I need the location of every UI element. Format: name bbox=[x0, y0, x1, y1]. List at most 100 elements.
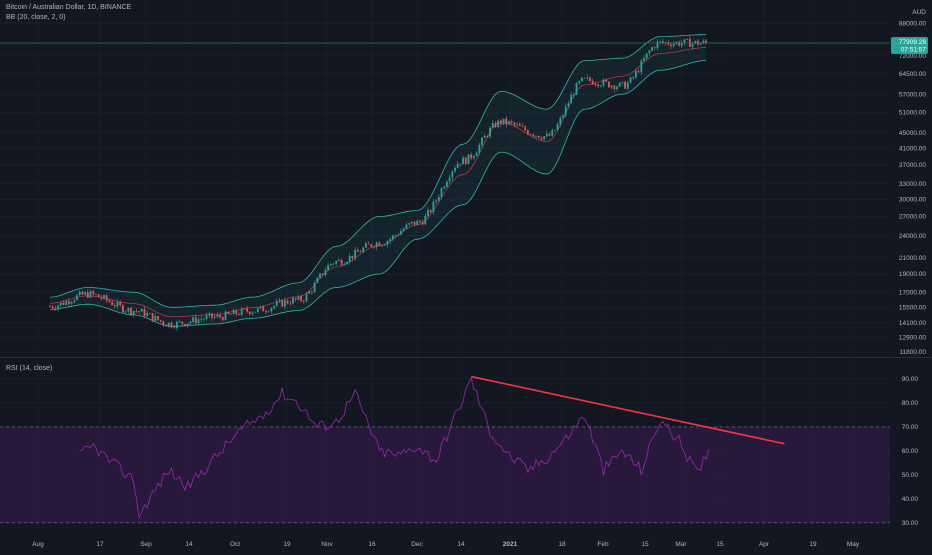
rsi-legend[interactable]: RSI (14, close) bbox=[6, 365, 53, 372]
candle-body bbox=[319, 273, 321, 278]
candle-body bbox=[116, 302, 119, 307]
candle-body bbox=[643, 58, 645, 61]
candle-body bbox=[624, 81, 626, 89]
candle-body bbox=[683, 39, 686, 44]
price-tick-label: 88000.00 bbox=[899, 20, 926, 27]
candle-body bbox=[124, 311, 127, 313]
candle-body bbox=[629, 77, 632, 83]
rsi-tick-label: 70.00 bbox=[902, 424, 919, 431]
candle-body bbox=[273, 305, 275, 308]
candle-body bbox=[178, 321, 181, 323]
candle-body bbox=[205, 315, 208, 319]
candle-body bbox=[456, 163, 459, 168]
candle-body bbox=[427, 210, 429, 216]
candle-body bbox=[262, 306, 265, 312]
candle-body bbox=[251, 312, 254, 315]
time-axis[interactable]: Aug 17 Sep 14 Oct 19 Nov 16 Dec 14 2021 18 Feb 15 Mar 1… bbox=[32, 541, 860, 548]
candle-body bbox=[219, 315, 221, 318]
candle-body bbox=[583, 77, 586, 79]
candle-body bbox=[529, 134, 532, 135]
candle-body bbox=[235, 310, 238, 315]
candle-body bbox=[197, 319, 200, 324]
candle-body bbox=[68, 301, 70, 304]
symbol-legend[interactable]: Bitcoin / Australian Dollar, 1D, BINANCE bbox=[6, 4, 132, 11]
candle-body bbox=[489, 127, 491, 137]
candle-body bbox=[478, 144, 481, 153]
candle-body bbox=[508, 121, 510, 125]
candle-body bbox=[597, 84, 599, 87]
candle-body bbox=[186, 323, 189, 326]
candle-body bbox=[483, 135, 486, 138]
candle-body bbox=[432, 201, 435, 212]
candle-body bbox=[297, 296, 300, 300]
candle-body bbox=[275, 301, 278, 306]
candle-body bbox=[556, 124, 559, 131]
price-tick-label: 21000.00 bbox=[899, 255, 926, 262]
candle-body bbox=[316, 277, 319, 283]
candle-body bbox=[408, 223, 410, 225]
candle-body bbox=[105, 295, 108, 301]
candle-body bbox=[562, 115, 564, 118]
candle-body bbox=[537, 135, 540, 139]
candle-body bbox=[475, 152, 478, 157]
candle-body bbox=[591, 80, 594, 85]
candle-body bbox=[578, 81, 581, 84]
candle-body bbox=[402, 228, 405, 231]
candle-body bbox=[467, 154, 470, 164]
candle-body bbox=[551, 130, 554, 136]
time-tick-label: 15 bbox=[641, 541, 649, 548]
candle-body bbox=[413, 221, 416, 225]
candle-body bbox=[332, 263, 335, 265]
rsi-tick-label: 60.00 bbox=[902, 448, 919, 455]
last-price-badge bbox=[891, 36, 928, 54]
candle-body bbox=[292, 298, 294, 304]
candle-body bbox=[159, 320, 162, 322]
candle-body bbox=[78, 291, 81, 296]
candle-body bbox=[656, 41, 659, 49]
candle-body bbox=[586, 77, 589, 79]
candle-body bbox=[678, 41, 680, 46]
rsi-axis[interactable]: 90.00 80.00 70.00 60.00 50.00 40.00 30.00 bbox=[902, 376, 919, 527]
bollinger-legend[interactable]: BB (20, close, 2, 0) bbox=[6, 14, 66, 21]
candle-body bbox=[321, 273, 324, 275]
rsi-tick-label: 50.00 bbox=[902, 472, 919, 479]
candle-body bbox=[257, 308, 259, 312]
time-tick-label: 18 bbox=[558, 541, 566, 548]
candle-body bbox=[567, 103, 570, 107]
candle-body bbox=[54, 308, 57, 310]
candle-body bbox=[481, 137, 483, 145]
candle-body bbox=[610, 85, 613, 88]
candle-body bbox=[224, 311, 227, 321]
time-tick-label: 15 bbox=[716, 541, 724, 548]
price-tick-label: 72000.00 bbox=[899, 53, 926, 60]
candle-body bbox=[497, 120, 500, 128]
candlestick-series bbox=[0, 36, 890, 332]
candle-body bbox=[227, 311, 230, 314]
candle-body bbox=[362, 247, 365, 252]
candle-body bbox=[216, 315, 219, 317]
candle-body bbox=[502, 118, 505, 125]
rsi-trendline[interactable] bbox=[471, 375, 785, 445]
candle-body bbox=[329, 264, 332, 266]
price-axis[interactable]: 108000.0088000.0072000.0064500.0057000.0… bbox=[891, 0, 928, 356]
candle-body bbox=[524, 126, 527, 131]
time-tick-label: Sep bbox=[140, 541, 152, 548]
time-tick-label: 19 bbox=[809, 541, 817, 548]
candle-body bbox=[230, 313, 232, 315]
candle-body bbox=[486, 135, 489, 137]
candle-body bbox=[602, 79, 605, 86]
candle-body bbox=[575, 83, 578, 95]
candle-body bbox=[386, 241, 389, 245]
candle-body bbox=[176, 321, 178, 329]
candle-body bbox=[194, 317, 197, 324]
candle-body bbox=[670, 44, 672, 47]
candle-body bbox=[594, 84, 597, 86]
price-tick-label: 45000.00 bbox=[899, 130, 926, 137]
candle-body bbox=[111, 302, 113, 306]
rsi-line bbox=[79, 376, 710, 520]
candle-body bbox=[473, 156, 475, 159]
price-tick-label: 15500.00 bbox=[899, 305, 926, 312]
currency-label: AUD bbox=[912, 9, 926, 16]
candle-body bbox=[313, 282, 316, 292]
